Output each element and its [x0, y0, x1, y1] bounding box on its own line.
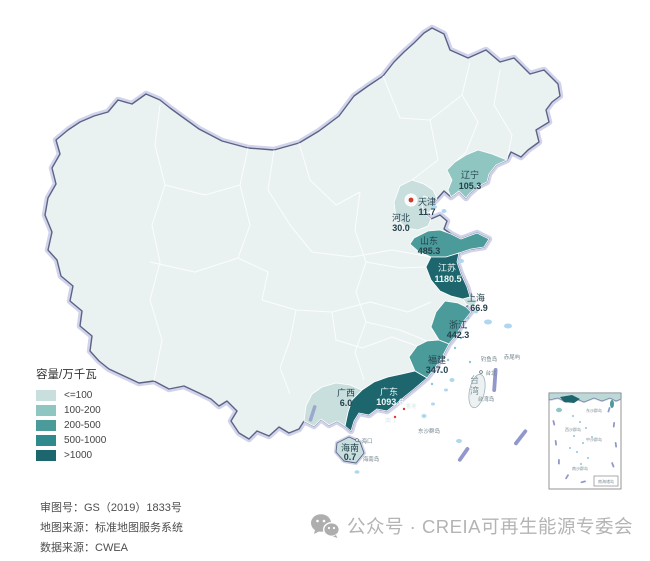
wechat-icon	[311, 514, 340, 538]
province-zhejiang	[430, 300, 472, 345]
province-labels: 辽宁 105.3 天津 11.7 河北 30.0 山东 485.3 江苏 118…	[337, 169, 488, 462]
label-fujian: 福建	[428, 354, 446, 365]
watermark-text: 公众号 · CREIA可再生能源专委会	[347, 516, 633, 537]
source-notes: 审图号：GS（2019）1833号 地图来源：标准地图服务系统 数据来源：CWE…	[40, 498, 183, 558]
legend-label-2: 100-200	[64, 405, 101, 416]
value-fujian: 347.0	[426, 365, 449, 375]
label-zhejiang: 浙江	[449, 319, 467, 330]
legend-swatch-2	[36, 405, 56, 416]
map-source: 地图来源：标准地图服务系统	[40, 522, 183, 534]
province-guangxi	[303, 382, 363, 427]
label-shandong: 山东	[420, 235, 438, 246]
inset-guangdong	[560, 395, 580, 403]
hongkong-dot	[402, 407, 406, 411]
legend-swatch-1	[36, 390, 56, 401]
legend-label-3: 200-500	[64, 420, 101, 431]
inset-hainan	[556, 407, 562, 413]
legend-title: 容量/万千瓦	[36, 369, 97, 381]
province-hainan	[335, 436, 365, 464]
choropleth-provinces	[303, 149, 508, 432]
inset-taiwan	[610, 400, 614, 408]
chiwei-label: 赤尾屿	[504, 353, 521, 361]
dongsha-label: 东沙群岛	[418, 427, 441, 435]
legend-row: 200-500	[36, 420, 106, 431]
province-liaoning	[446, 149, 508, 199]
label-shanghai: 上海	[467, 292, 485, 303]
small-labels: 钓鱼岛 赤尾屿 台北 台湾岛 东沙群岛 海口 海南岛 香港 澳门	[361, 353, 520, 463]
taiwandao-label: 台湾岛	[478, 395, 495, 403]
legend-swatch-5	[36, 450, 56, 461]
value-zhejiang: 442.3	[447, 330, 470, 340]
macau-dot	[393, 415, 397, 419]
wechat-watermark: 公众号 · CREIA可再生能源专委会	[310, 513, 633, 539]
label-guangxi: 广西	[337, 387, 355, 398]
value-guangdong: 1093.6	[376, 397, 404, 407]
legend-row: <=100	[36, 390, 106, 401]
value-tianjin: 11.7	[418, 207, 435, 217]
inset-zhongsha-label: 中沙群岛	[586, 436, 602, 442]
haikou-dot	[355, 438, 359, 442]
province-shandong	[409, 229, 490, 258]
label-hebei: 河北	[392, 212, 410, 223]
diaoyu-label: 钓鱼岛	[481, 355, 498, 363]
legend-label-4: 500-1000	[64, 435, 107, 446]
value-hebei: 30.0	[392, 223, 410, 233]
value-shandong: 485.3	[418, 246, 441, 256]
beijing-capital-dot	[408, 197, 414, 203]
label-liaoning: 辽宁	[461, 169, 479, 180]
label-jiangsu: 江苏	[438, 262, 456, 273]
label-guangdong: 广东	[380, 386, 398, 397]
inset-nansha-label: 南沙群岛	[572, 465, 588, 471]
legend-row: 500-1000	[36, 435, 106, 446]
province-shanghai	[462, 296, 478, 309]
macau-label: 澳门	[385, 417, 395, 424]
offshore-islands	[354, 205, 512, 474]
province-borders	[149, 61, 513, 395]
hongkong-label: 香港	[406, 403, 416, 410]
taipei-dot	[479, 370, 483, 374]
value-hainan: 0.7	[344, 452, 357, 462]
label-hainan: 海南	[341, 442, 359, 453]
inset-dashes	[552, 407, 618, 484]
inset-xisha-label: 西沙群岛	[565, 426, 581, 432]
inset-dongsha-label: 东沙群岛	[586, 407, 602, 413]
value-liaoning: 105.3	[459, 181, 482, 191]
haikou-label: 海口	[361, 437, 372, 445]
data-source: 数据来源：CWEA	[40, 542, 128, 554]
province-tianjin	[420, 195, 434, 214]
inset-title-label: 南海诸岛	[598, 478, 614, 484]
taiwan-label: 台湾	[469, 375, 479, 397]
inset-island-dots	[569, 415, 593, 465]
province-hebei	[393, 179, 438, 231]
dash-line-segments	[308, 368, 528, 462]
taiwan-island	[468, 373, 486, 409]
legend-label-1: <=100	[64, 390, 93, 401]
province-fujian	[408, 339, 450, 379]
map-approval-number: 审图号：GS（2019）1833号	[40, 502, 182, 514]
capacity-legend: 容量/万千瓦 <=100 100-200 200-500 500-1000 >1…	[36, 366, 106, 465]
value-jiangsu: 1180.5	[434, 274, 461, 284]
coastal-specks	[430, 316, 472, 386]
legend-swatch-4	[36, 435, 56, 446]
legend-row: 100-200	[36, 405, 106, 416]
label-tianjin: 天津	[418, 197, 436, 207]
legend-swatch-3	[36, 420, 56, 431]
value-shanghai: 66.9	[470, 303, 488, 313]
legend-row: >1000	[36, 450, 106, 461]
value-guangxi: 6.0	[340, 398, 353, 408]
taipei-label: 台北	[485, 369, 497, 377]
legend-label-5: >1000	[64, 450, 93, 461]
hainandao-label: 海南岛	[363, 455, 380, 463]
south-china-sea-inset: 东沙群岛 西沙群岛 中沙群岛 南沙群岛 南海诸岛	[548, 392, 622, 490]
